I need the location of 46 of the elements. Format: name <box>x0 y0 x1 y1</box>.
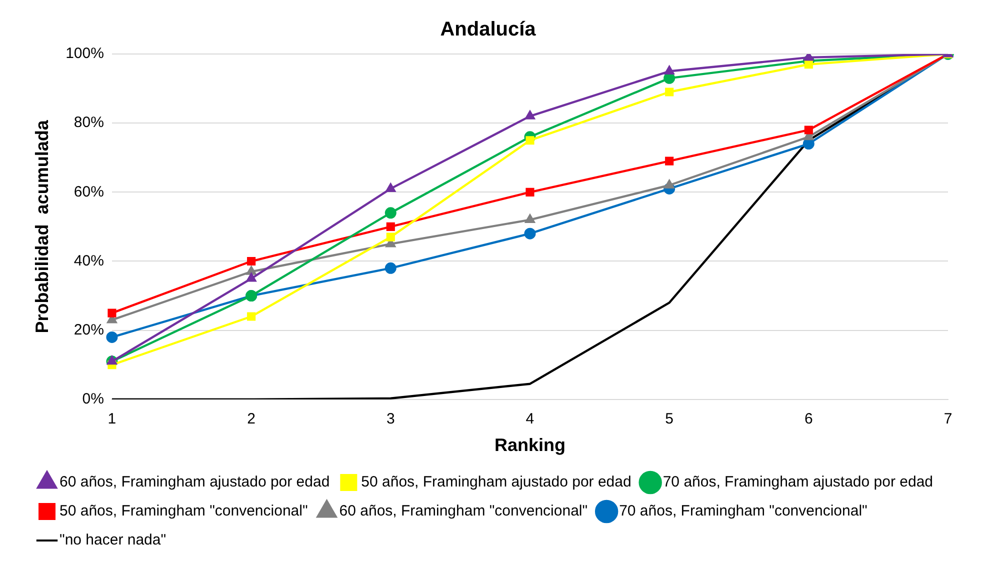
point <box>526 188 534 196</box>
legend-label: 70 años, Framingham ajustado por edad <box>662 474 934 491</box>
point <box>524 228 536 240</box>
point <box>665 88 674 96</box>
y-tick-label: 20% <box>74 321 104 338</box>
point <box>665 156 674 166</box>
legend-label: 50 años, Framingham "convencional" <box>60 502 308 520</box>
point <box>246 272 256 282</box>
point <box>247 256 256 266</box>
y-axis-title: Probabilidad acumulada <box>32 119 52 334</box>
y-tick-label: 40% <box>74 252 104 270</box>
point <box>247 312 256 321</box>
x-tick-label: 4 <box>526 410 534 428</box>
point <box>804 126 813 134</box>
point <box>526 136 534 145</box>
x-axis-title: Ranking <box>494 435 566 456</box>
x-tick-label: 6 <box>804 410 813 428</box>
point <box>524 214 536 224</box>
x-tick-label: 1 <box>108 410 116 428</box>
y-tick-label: 100% <box>66 45 104 62</box>
point <box>106 356 118 365</box>
legend-label: 70 años, Framingham "convencional" <box>619 502 868 520</box>
legend-label: "no hacer nada" <box>60 532 166 549</box>
point <box>386 182 396 192</box>
point <box>246 266 256 275</box>
y-tick-label: 0% <box>82 390 104 408</box>
x-tick-label: 3 <box>386 410 395 428</box>
x-tick-label: 2 <box>247 410 256 428</box>
legend-label: 50 años, Framingham ajustado por edad <box>361 474 632 491</box>
point <box>664 180 674 188</box>
y-tick-label: 80% <box>74 114 104 132</box>
x-tick-label: 7 <box>944 410 952 428</box>
chart-title: Andalucía <box>440 18 537 41</box>
point <box>664 66 674 75</box>
point <box>384 262 396 274</box>
legend-label: 60 años, Framingham "convencional" <box>339 502 588 520</box>
point <box>106 331 118 343</box>
legend-label: 60 años, Framingham ajustado por edad <box>60 474 330 491</box>
point <box>384 207 396 219</box>
point <box>386 232 395 242</box>
y-tick-label: 60% <box>74 183 104 200</box>
point <box>804 60 813 69</box>
point <box>108 308 116 318</box>
point <box>524 110 536 120</box>
x-tick-label: 5 <box>665 410 674 428</box>
point <box>386 222 395 231</box>
